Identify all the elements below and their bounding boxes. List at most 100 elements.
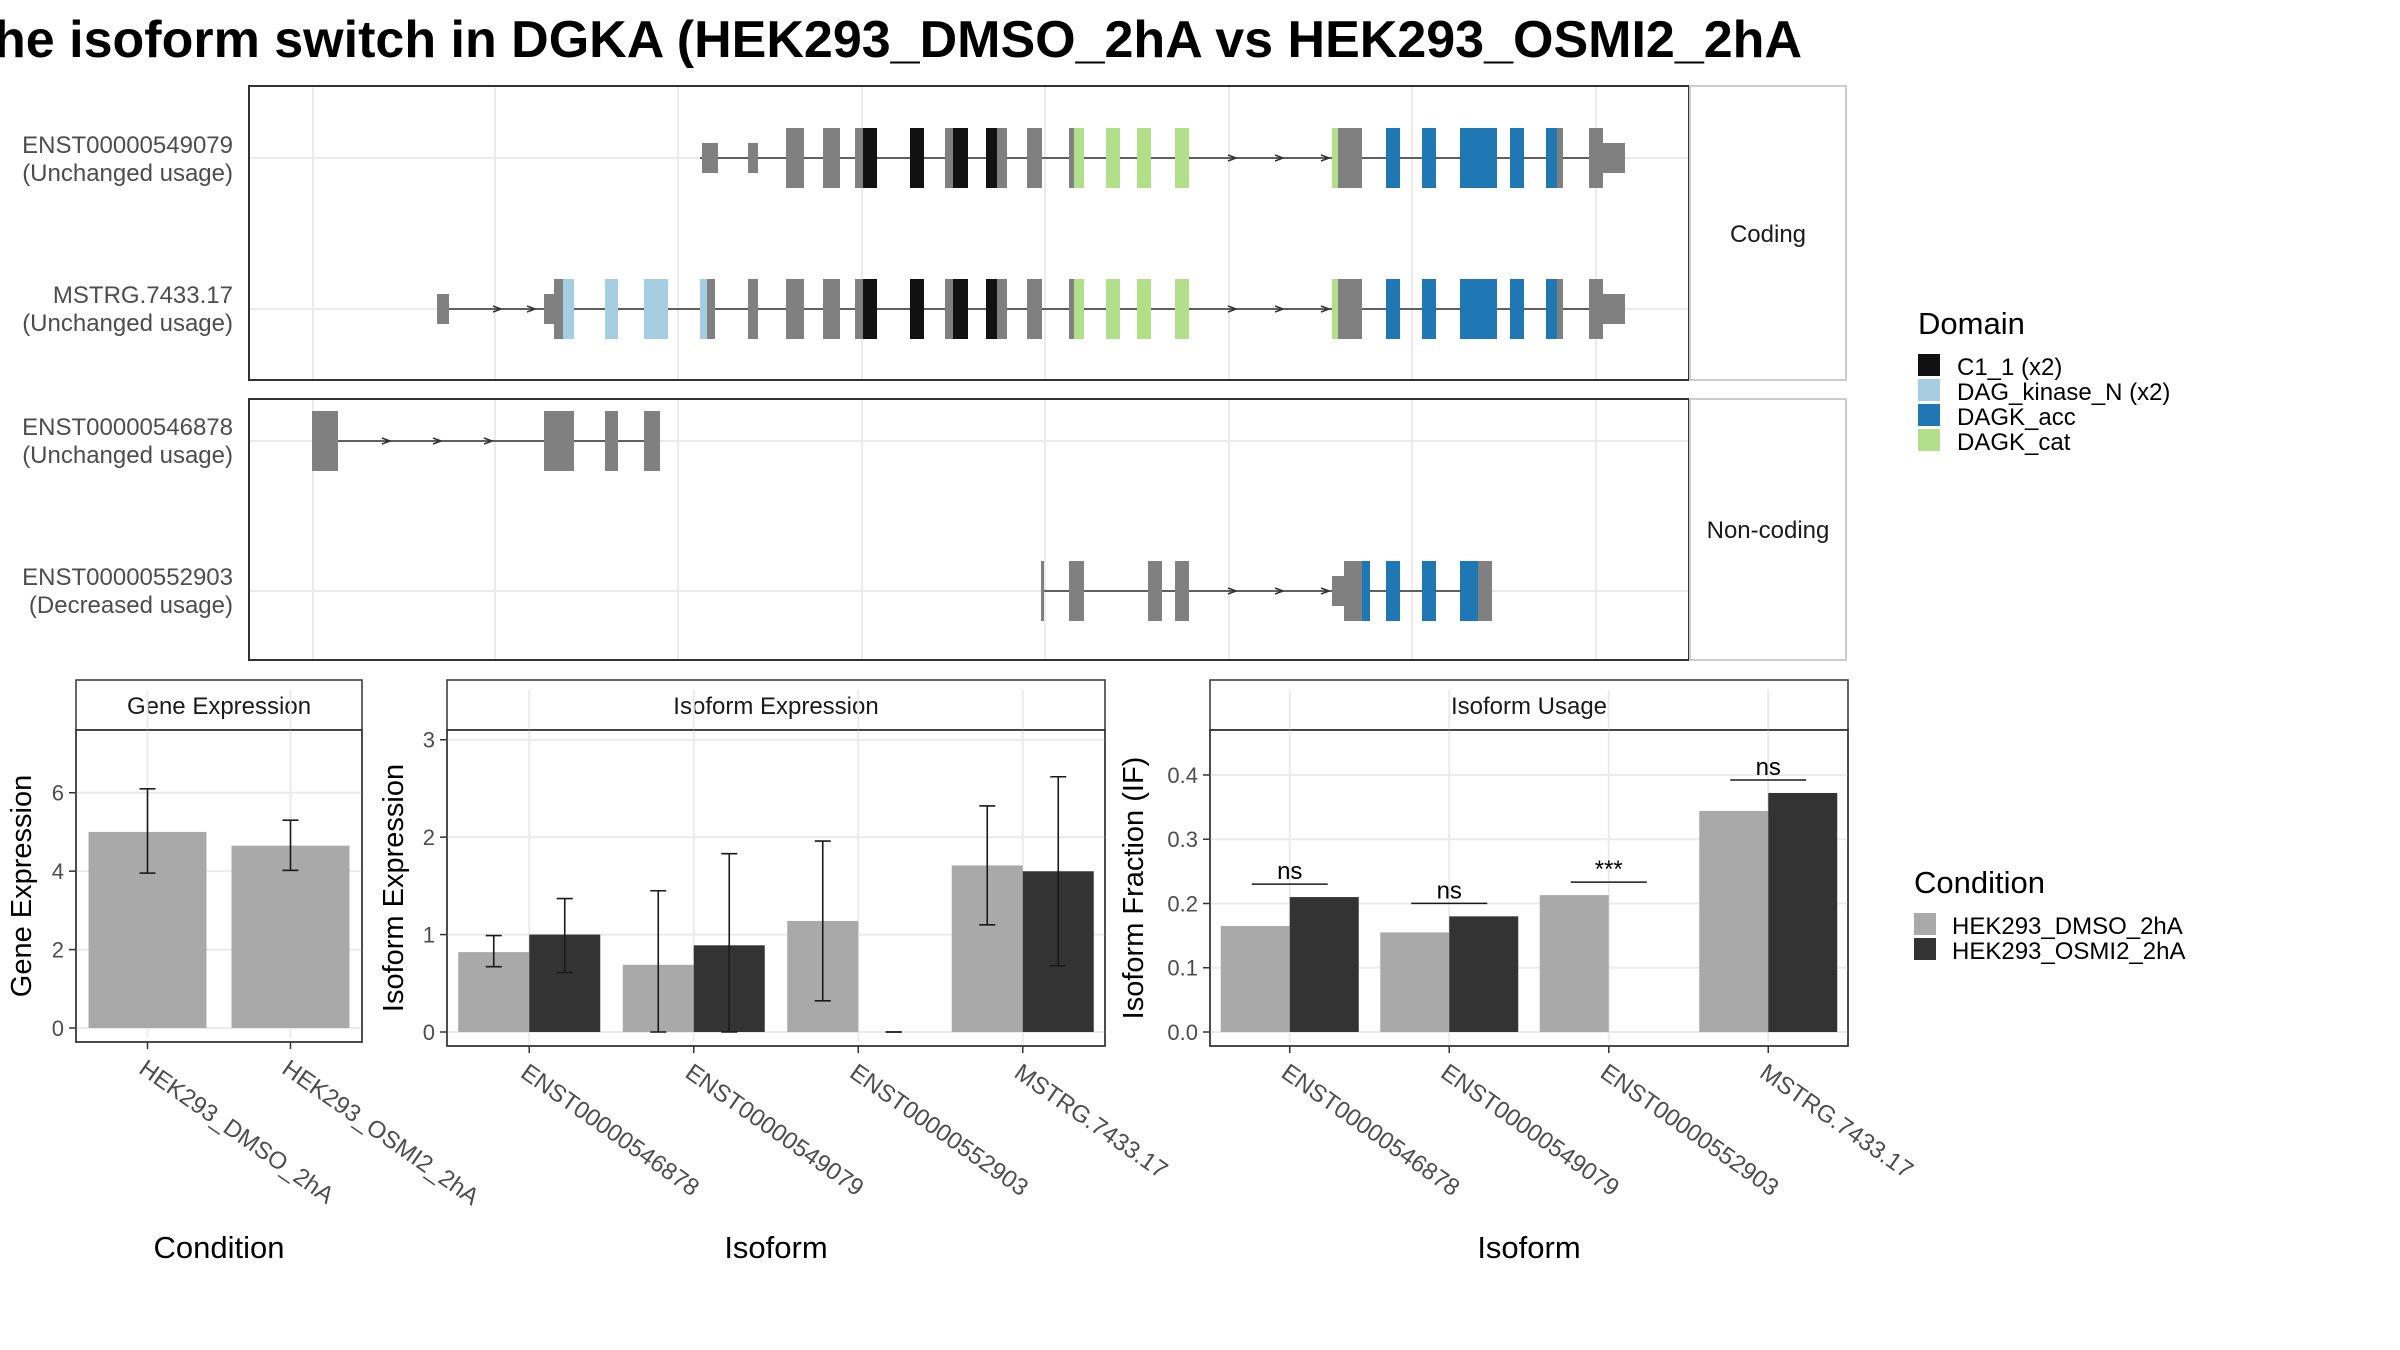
exon (945, 128, 953, 188)
transcript-id-label: ENST00000549079 (22, 132, 233, 159)
exon (1557, 279, 1563, 339)
legend-label-dagk-acc: DAGK_acc (1957, 404, 2076, 431)
exon (786, 279, 804, 339)
exon (544, 294, 554, 324)
transcript-id-label: MSTRG.7433.17 (53, 282, 233, 309)
condition-legend: Condition HEK293_DMSO_2hA HEK293_OSMI2_2… (1914, 865, 2185, 965)
domain-legend-title: Domain (1918, 306, 2025, 341)
y-tick-label: 0.3 (1167, 827, 1198, 852)
transcript-usage-label: (Unchanged usage) (22, 442, 233, 469)
transcript-structure-panel: Coding Non-coding ENST00000549079 (Uncha… (22, 85, 1847, 661)
exon (1603, 294, 1625, 324)
exon (910, 128, 924, 188)
exon (997, 128, 1007, 188)
strip-noncoding-label: Non-coding (1707, 517, 1830, 544)
transcript-id-label: ENST00000552903 (22, 564, 233, 591)
x-tick-label: ENST00000552903 (845, 1059, 1033, 1202)
y-tick-label: 0.0 (1167, 1020, 1198, 1045)
exon (1460, 128, 1497, 188)
exon (863, 128, 877, 188)
exon (786, 128, 796, 188)
bar (1768, 792, 1838, 1032)
exon (1603, 143, 1625, 173)
x-axis-label: Isoform (1477, 1230, 1580, 1265)
exon (1589, 279, 1603, 339)
exon (1027, 128, 1042, 188)
exon (1589, 128, 1603, 188)
exon (1460, 561, 1478, 621)
direction-arrow (1227, 305, 1239, 313)
plot-border (446, 729, 1106, 1047)
y-tick-label: 4 (52, 859, 64, 884)
exon (1386, 128, 1400, 188)
exon (563, 279, 574, 339)
exon (1175, 561, 1189, 621)
exon (605, 279, 618, 339)
y-tick-label: 0 (423, 1020, 435, 1045)
exon (823, 279, 840, 339)
y-axis-label: Isoform Fraction (IF) (1118, 757, 1150, 1020)
chart-title: Isoform Expression (673, 693, 878, 720)
legend-label-dmso: HEK293_DMSO_2hA (1952, 913, 2183, 940)
direction-arrow (1227, 587, 1239, 595)
exon (1386, 561, 1400, 621)
bar (1449, 916, 1519, 1032)
x-tick-label: ENST00000549079 (680, 1059, 868, 1202)
direction-arrow (1274, 154, 1286, 162)
y-axis-label: Gene Expression (6, 775, 38, 997)
legend-label-dag-kinase-n: DAG_kinase_N (x2) (1957, 379, 2170, 406)
strip-coding-label: Coding (1730, 221, 1806, 248)
exon (1510, 128, 1524, 188)
plot-border (1209, 729, 1849, 1047)
chart-strip (75, 679, 363, 731)
exon (953, 279, 968, 339)
exon (1422, 279, 1436, 339)
y-tick-label: 2 (423, 825, 435, 850)
y-tick-label: 2 (52, 938, 64, 963)
exon (437, 294, 449, 324)
exon (855, 279, 863, 339)
exon (1422, 128, 1436, 188)
exon (544, 411, 574, 471)
legend-swatch-dagk-acc (1918, 404, 1940, 426)
exon (1074, 279, 1084, 339)
isoform-expression-chart: Isoform Expression 0123ENST00000546878EN… (378, 679, 1172, 1265)
exon (1332, 576, 1344, 606)
exon (1332, 128, 1338, 188)
x-axis-label: Condition (154, 1230, 285, 1265)
plot-border (75, 729, 363, 1043)
transcript-usage-label: (Unchanged usage) (22, 310, 233, 337)
exon (1175, 279, 1189, 339)
exon (910, 279, 924, 339)
transcript-usage-label: (Decreased usage) (29, 592, 233, 619)
exon (748, 143, 758, 173)
exon (1074, 128, 1084, 188)
exon (702, 143, 718, 173)
exon (1546, 279, 1557, 339)
exon (1557, 128, 1563, 188)
exon (605, 411, 618, 471)
exon (945, 279, 953, 339)
direction-arrow (492, 305, 504, 313)
strip-coding (1689, 85, 1847, 381)
significance-label: ns (1437, 877, 1462, 904)
exon (1386, 279, 1400, 339)
direction-arrow (381, 437, 393, 445)
legend-swatch-osmi (1914, 938, 1936, 960)
direction-arrow (1320, 587, 1332, 595)
y-tick-label: 0.1 (1167, 956, 1198, 981)
transcript-exons (312, 128, 1625, 621)
exon (855, 128, 863, 188)
y-tick-label: 3 (423, 728, 435, 753)
exon (1332, 279, 1338, 339)
x-tick-label: MSTRG.7433.17 (1755, 1059, 1918, 1184)
exon (312, 411, 338, 471)
exon (1106, 128, 1120, 188)
exon (795, 128, 804, 188)
bar (1380, 932, 1450, 1032)
exon (1069, 279, 1074, 339)
exon (1422, 561, 1436, 621)
exon (1338, 128, 1362, 188)
exon (1137, 128, 1151, 188)
transcript-id-label: ENST00000546878 (22, 414, 233, 441)
